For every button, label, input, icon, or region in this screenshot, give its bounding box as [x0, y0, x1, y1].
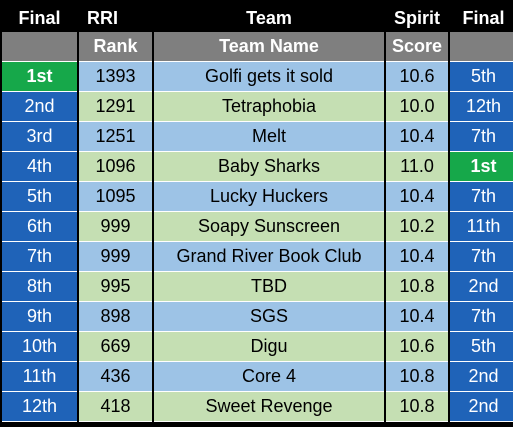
rri-rank-cell: 999	[79, 212, 152, 242]
team-name-cell: Golfi gets it sold	[154, 62, 384, 92]
standings-table: Final RRI Team Spirit Final Rank Team Na…	[2, 4, 513, 422]
rri-rank-cell: 898	[79, 302, 152, 332]
header-rri: RRI	[79, 4, 152, 32]
spirit-score-cell: 10.8	[386, 272, 448, 302]
header-team: Team	[154, 4, 384, 32]
team-name-cell: Tetraphobia	[154, 92, 384, 122]
spirit-final-cell: 5th	[450, 62, 513, 92]
spirit-final-cell: 7th	[450, 302, 513, 332]
header-spirit: Spirit	[386, 4, 448, 32]
final-rank-cell: 11th	[2, 362, 77, 392]
spirit-final-cell: 2nd	[450, 392, 513, 422]
rri-rank-cell: 1393	[79, 62, 152, 92]
final-rank-cell: 10th	[2, 332, 77, 362]
spirit-score-cell: 11.0	[386, 152, 448, 182]
team-name-cell: TBD	[154, 272, 384, 302]
subheader-blank-left	[2, 32, 77, 62]
team-name-cell: Baby Sharks	[154, 152, 384, 182]
rri-rank-cell: 999	[79, 242, 152, 272]
team-name-cell: Lucky Huckers	[154, 182, 384, 212]
spirit-final-cell: 2nd	[450, 272, 513, 302]
rri-rank-cell: 436	[79, 362, 152, 392]
team-name-cell: Sweet Revenge	[154, 392, 384, 422]
final-rank-cell: 5th	[2, 182, 77, 212]
final-rank-cell: 12th	[2, 392, 77, 422]
spirit-final-cell: 11th	[450, 212, 513, 242]
subheader-score: Score	[386, 32, 448, 62]
rri-rank-cell: 995	[79, 272, 152, 302]
rri-rank-cell: 669	[79, 332, 152, 362]
spirit-score-cell: 10.6	[386, 332, 448, 362]
rri-rank-cell: 1251	[79, 122, 152, 152]
spirit-score-cell: 10.8	[386, 362, 448, 392]
spirit-score-cell: 10.4	[386, 302, 448, 332]
team-name-cell: Digu	[154, 332, 384, 362]
spirit-final-cell: 1st	[450, 152, 513, 182]
spirit-score-cell: 10.4	[386, 182, 448, 212]
team-name-cell: Melt	[154, 122, 384, 152]
rri-rank-cell: 1095	[79, 182, 152, 212]
final-rank-cell: 7th	[2, 242, 77, 272]
rri-rank-cell: 1291	[79, 92, 152, 122]
final-rank-cell: 9th	[2, 302, 77, 332]
rri-rank-cell: 418	[79, 392, 152, 422]
subheader-team-name: Team Name	[154, 32, 384, 62]
spirit-final-cell: 2nd	[450, 362, 513, 392]
rri-rank-cell: 1096	[79, 152, 152, 182]
team-name-cell: Soapy Sunscreen	[154, 212, 384, 242]
spirit-final-cell: 7th	[450, 122, 513, 152]
spirit-score-cell: 10.6	[386, 62, 448, 92]
spirit-score-cell: 10.8	[386, 392, 448, 422]
final-rank-cell: 1st	[2, 62, 77, 92]
header-final-right: Final	[450, 4, 513, 32]
subheader-rank: Rank	[79, 32, 152, 62]
final-rank-cell: 4th	[2, 152, 77, 182]
final-rank-cell: 8th	[2, 272, 77, 302]
spirit-score-cell: 10.2	[386, 212, 448, 242]
final-rank-cell: 3rd	[2, 122, 77, 152]
spirit-final-cell: 7th	[450, 242, 513, 272]
team-name-cell: Core 4	[154, 362, 384, 392]
header-final-left: Final	[2, 4, 77, 32]
spirit-score-cell: 10.4	[386, 242, 448, 272]
team-name-cell: SGS	[154, 302, 384, 332]
final-rank-cell: 6th	[2, 212, 77, 242]
spirit-final-cell: 12th	[450, 92, 513, 122]
spirit-score-cell: 10.0	[386, 92, 448, 122]
spirit-final-cell: 7th	[450, 182, 513, 212]
final-rank-cell: 2nd	[2, 92, 77, 122]
spirit-score-cell: 10.4	[386, 122, 448, 152]
spirit-final-cell: 5th	[450, 332, 513, 362]
subheader-blank-right	[450, 32, 513, 62]
team-name-cell: Grand River Book Club	[154, 242, 384, 272]
